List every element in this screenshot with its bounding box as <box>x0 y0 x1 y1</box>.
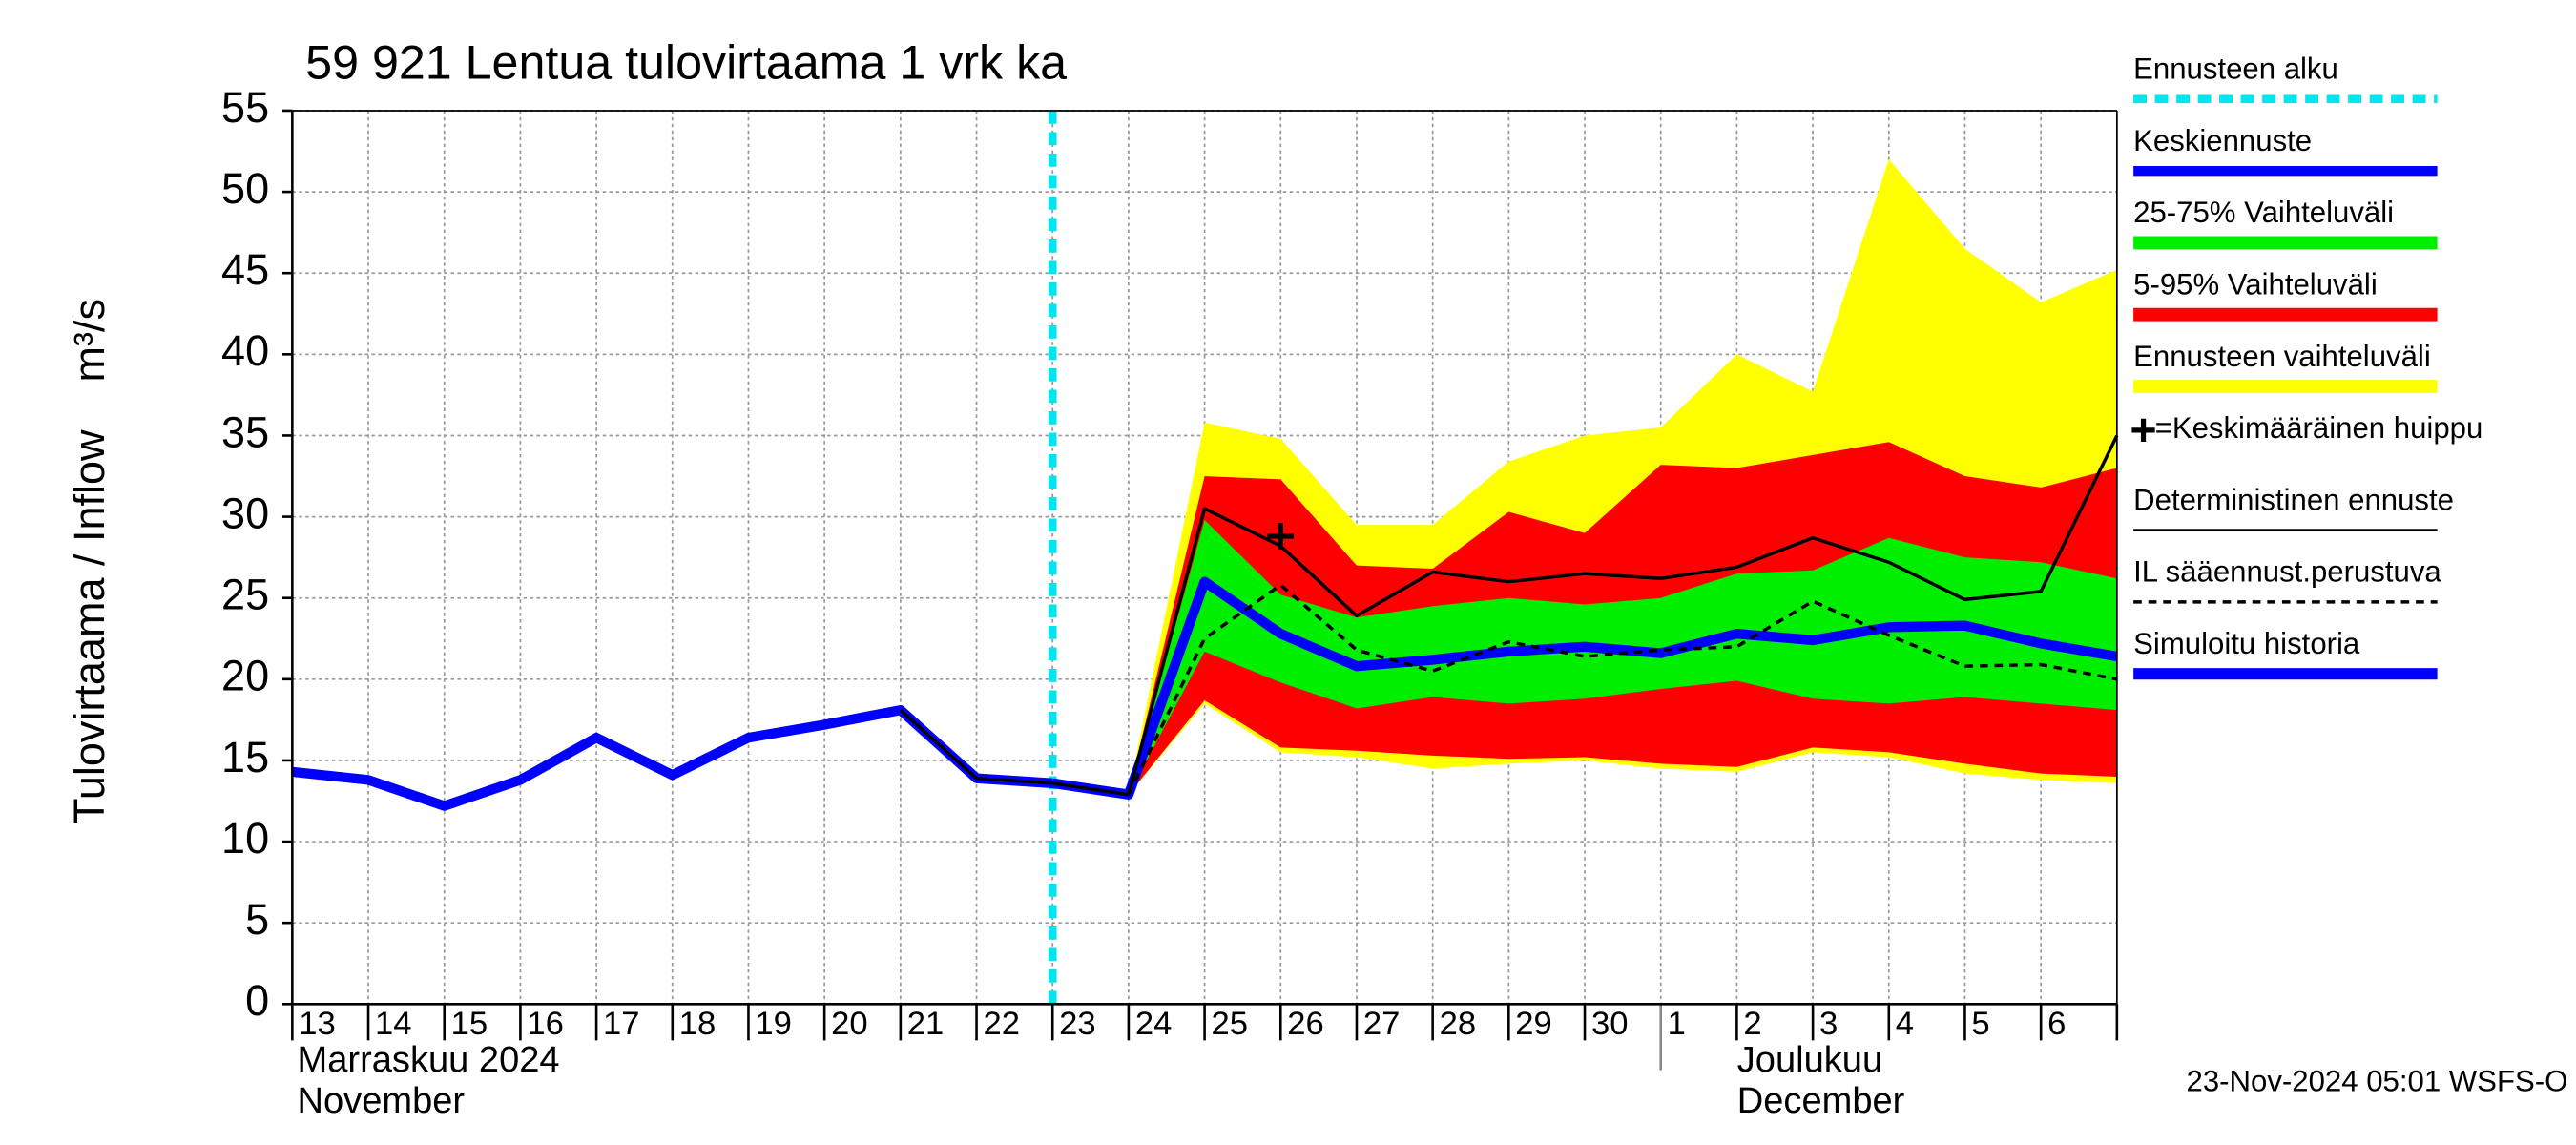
legend-label: Deterministinen ennuste <box>2133 483 2454 516</box>
y-tick-label: 35 <box>221 407 269 456</box>
month-label: November <box>298 1081 466 1121</box>
x-tick-label: 19 <box>755 1006 792 1042</box>
x-tick-label: 25 <box>1212 1006 1249 1042</box>
month-label: December <box>1737 1081 1905 1121</box>
y-axis-label: Tulovirtaama / Inflow m³/s <box>65 299 114 824</box>
x-tick-label: 21 <box>907 1006 945 1042</box>
x-tick-label: 3 <box>1819 1006 1838 1042</box>
month-label: Joulukuu <box>1737 1040 1882 1080</box>
peak-marker <box>1267 523 1295 550</box>
x-tick-label: 5 <box>1971 1006 1989 1042</box>
x-tick-label: 14 <box>375 1006 412 1042</box>
series-line <box>899 434 2119 797</box>
footer: 23-Nov-2024 05:01 WSFS-O <box>2187 1065 2568 1098</box>
x-tick-label: 15 <box>451 1006 488 1042</box>
x-tick-label: 16 <box>527 1006 564 1042</box>
x-tick-label: 22 <box>983 1006 1020 1042</box>
legend-label: IL sääennust.perustuva <box>2133 555 2441 589</box>
y-tick-label: 10 <box>221 814 269 863</box>
x-tick-label: 28 <box>1440 1006 1477 1042</box>
x-tick-label: 6 <box>2047 1006 2066 1042</box>
x-tick-label: 13 <box>299 1006 336 1042</box>
legend-label: =Keskimääräinen huippu <box>2155 411 2483 445</box>
y-tick-label: 40 <box>221 326 269 375</box>
x-tick-label: 29 <box>1515 1006 1552 1042</box>
y-tick-label: 45 <box>221 245 269 294</box>
x-tick-label: 1 <box>1668 1006 1686 1042</box>
y-tick-label: 50 <box>221 164 269 213</box>
legend-label: Simuloitu historia <box>2133 627 2360 660</box>
x-tick-label: 26 <box>1287 1006 1324 1042</box>
legend-label: Keskiennuste <box>2133 124 2312 157</box>
legend-marker <box>2131 418 2155 442</box>
x-tick-label: 23 <box>1059 1006 1096 1042</box>
x-tick-label: 17 <box>603 1006 640 1042</box>
legend-label: 25-75% Vaihteluväli <box>2133 196 2394 229</box>
x-tick-label: 20 <box>831 1006 868 1042</box>
x-tick-label: 2 <box>1743 1006 1761 1042</box>
legend-label: 5-95% Vaihteluväli <box>2133 268 2378 302</box>
legend-label: Ennusteen alku <box>2133 52 2338 86</box>
y-tick-label: 20 <box>221 652 269 700</box>
x-tick-label: 24 <box>1135 1006 1173 1042</box>
y-tick-label: 0 <box>245 976 269 1025</box>
series-line <box>1051 576 2118 800</box>
chart-title: 59 921 Lentua tulovirtaama 1 vrk ka <box>305 35 1067 89</box>
y-tick-label: 25 <box>221 571 269 619</box>
y-tick-label: 30 <box>221 489 269 537</box>
series-line <box>1127 583 2118 796</box>
legend-label: Ennusteen vaihteluväli <box>2133 340 2431 373</box>
x-tick-label: 30 <box>1591 1006 1629 1042</box>
month-label: Marraskuu 2024 <box>298 1040 560 1080</box>
x-tick-label: 18 <box>679 1006 717 1042</box>
y-tick-label: 55 <box>221 83 269 132</box>
x-tick-label: 4 <box>1896 1006 1914 1042</box>
x-tick-label: 27 <box>1363 1006 1401 1042</box>
y-tick-label: 15 <box>221 733 269 781</box>
band <box>1128 519 2117 795</box>
y-tick-label: 5 <box>245 895 269 944</box>
